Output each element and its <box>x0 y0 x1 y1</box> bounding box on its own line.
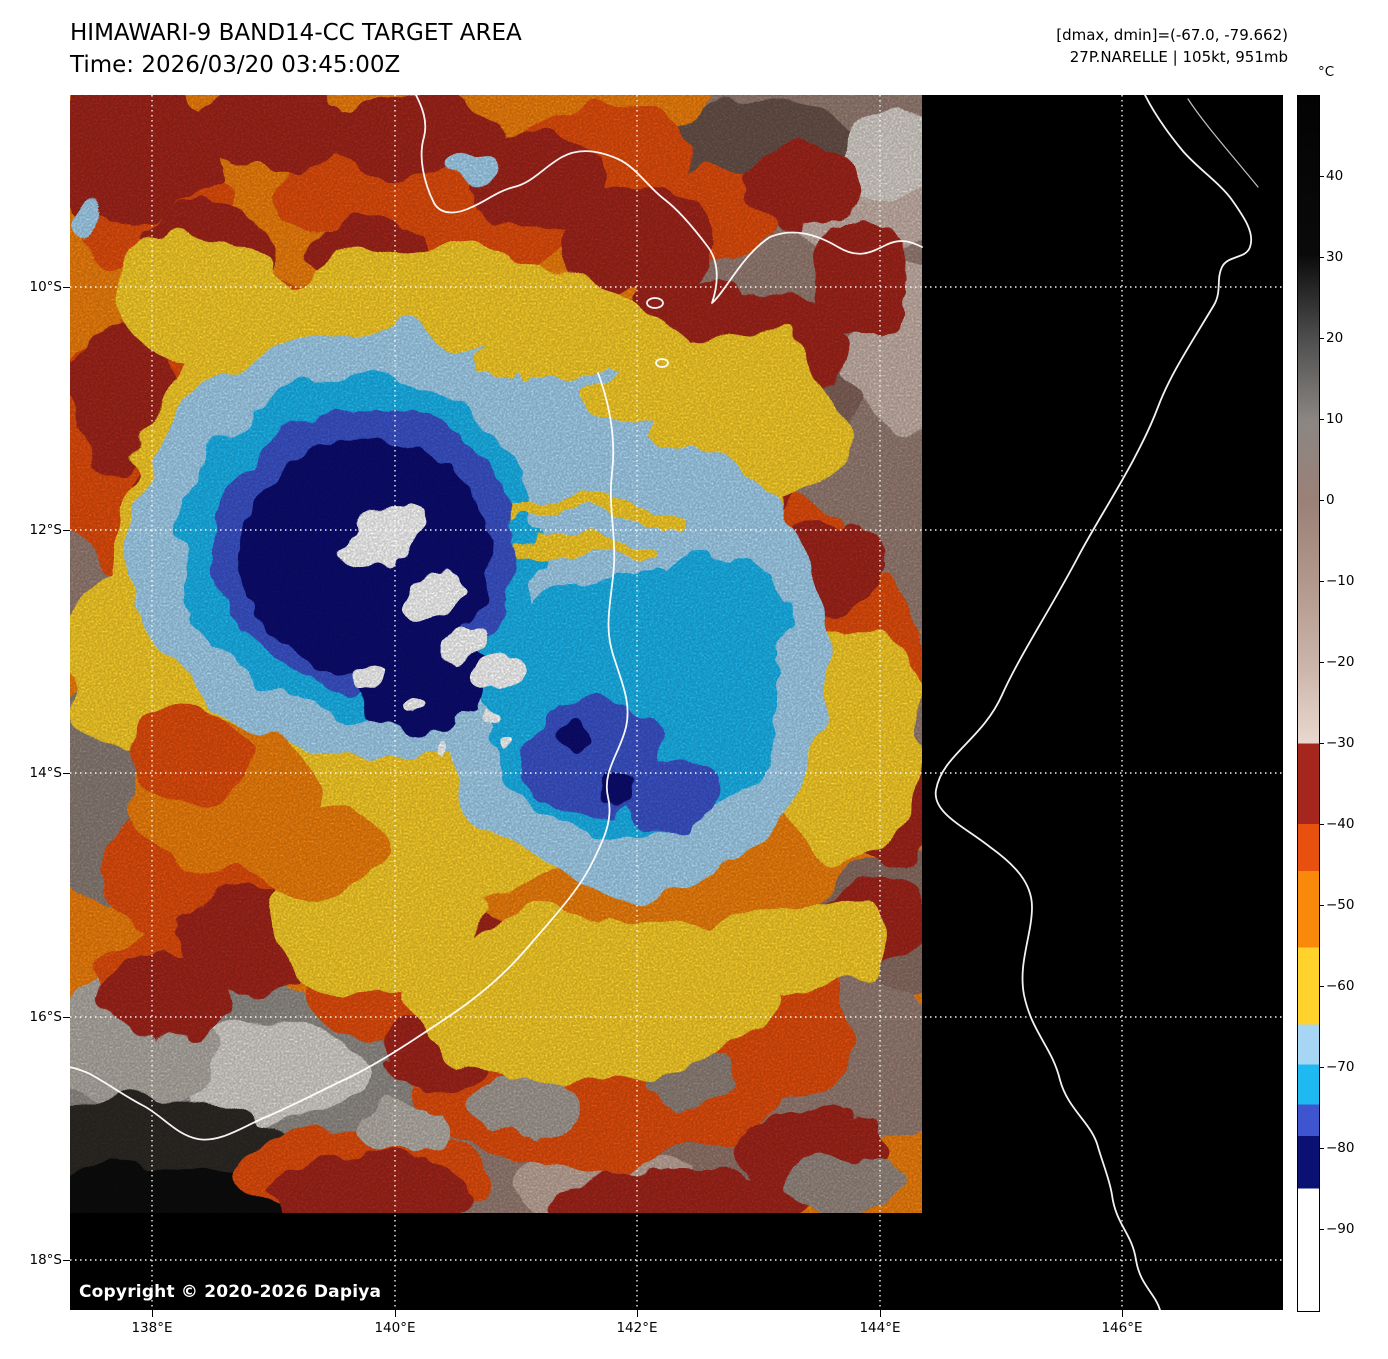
lat-tick-label: 12°S <box>29 522 63 538</box>
dmax-dmin-readout: [dmax, dmin]=(-67.0, -79.662) <box>1056 26 1288 44</box>
colorbar <box>1297 95 1320 1312</box>
colorbar-tick <box>1319 1148 1324 1149</box>
lon-tick-label: 138°E <box>131 1320 173 1336</box>
lat-tick-label: 14°S <box>29 765 63 781</box>
colorbar-tick <box>1319 986 1324 987</box>
pixel-grain <box>70 95 922 1213</box>
colorbar-tick-label: −40 <box>1326 816 1355 832</box>
colorbar-tick-label: −90 <box>1326 1221 1355 1237</box>
graticule <box>70 95 1283 1310</box>
copyright-watermark: Copyright © 2020-2026 Dapiya <box>79 1282 382 1302</box>
lon-axis-tick <box>1122 1310 1123 1317</box>
colorbar-tick-label: −80 <box>1326 1140 1355 1156</box>
colorbar-tick-label: −30 <box>1326 735 1355 751</box>
lat-axis-tick <box>63 287 70 288</box>
colorbar-tick-label: 0 <box>1326 492 1335 508</box>
lat-axis-tick <box>63 530 70 531</box>
lon-tick-label: 146°E <box>1101 1320 1143 1336</box>
colorbar-tick <box>1319 905 1324 906</box>
colorbar-tick-label: 30 <box>1326 249 1344 265</box>
lon-tick-label: 142°E <box>616 1320 658 1336</box>
colorbar-tick <box>1319 419 1324 420</box>
storm-readout: 27P.NARELLE | 105kt, 951mb <box>1069 48 1288 66</box>
coastline <box>70 95 1259 1310</box>
lon-tick-label: 140°E <box>374 1320 416 1336</box>
colorbar-tick-label: −20 <box>1326 654 1355 670</box>
cyclone-imagery <box>70 95 922 1213</box>
lat-tick-label: 10°S <box>29 279 63 295</box>
colorbar-tick-label: −70 <box>1326 1059 1355 1075</box>
colorbar-tick <box>1319 743 1324 744</box>
timestamp-label: Time: 2026/03/20 03:45:00Z <box>70 52 401 78</box>
colorbar-tick-label: 10 <box>1326 411 1344 427</box>
colorbar-tick <box>1319 338 1324 339</box>
lat-axis-tick <box>63 773 70 774</box>
lon-axis-tick <box>152 1310 153 1317</box>
satellite-map: Copyright © 2020-2026 Dapiya <box>70 95 1283 1310</box>
lon-axis-tick <box>637 1310 638 1317</box>
lat-tick-label: 18°S <box>29 1252 63 1268</box>
lon-axis-tick <box>395 1310 396 1317</box>
colorbar-tick <box>1319 662 1324 663</box>
colorbar-tick <box>1319 176 1324 177</box>
page-title: HIMAWARI-9 BAND14-CC TARGET AREA <box>70 20 522 46</box>
lat-tick-label: 16°S <box>29 1009 63 1025</box>
colorbar-tick <box>1319 824 1324 825</box>
colorbar-tick-label: 40 <box>1326 168 1344 184</box>
colorbar-tick <box>1319 500 1324 501</box>
colorbar-tick <box>1319 1067 1324 1068</box>
colorbar-tick-label: −10 <box>1326 573 1355 589</box>
lon-axis-tick <box>880 1310 881 1317</box>
colorbar-tick <box>1319 1229 1324 1230</box>
satellite-image <box>70 95 1283 1310</box>
colorbar-tick-label: −50 <box>1326 897 1355 913</box>
lon-tick-label: 144°E <box>859 1320 901 1336</box>
colorbar-tick-label: 20 <box>1326 330 1344 346</box>
colorbar-tick <box>1319 257 1324 258</box>
colorbar-tick <box>1319 581 1324 582</box>
lat-axis-tick <box>63 1260 70 1261</box>
colorbar-unit-label: °C <box>1318 64 1335 80</box>
lat-axis-tick <box>63 1017 70 1018</box>
colorbar-tick-label: −60 <box>1326 978 1355 994</box>
